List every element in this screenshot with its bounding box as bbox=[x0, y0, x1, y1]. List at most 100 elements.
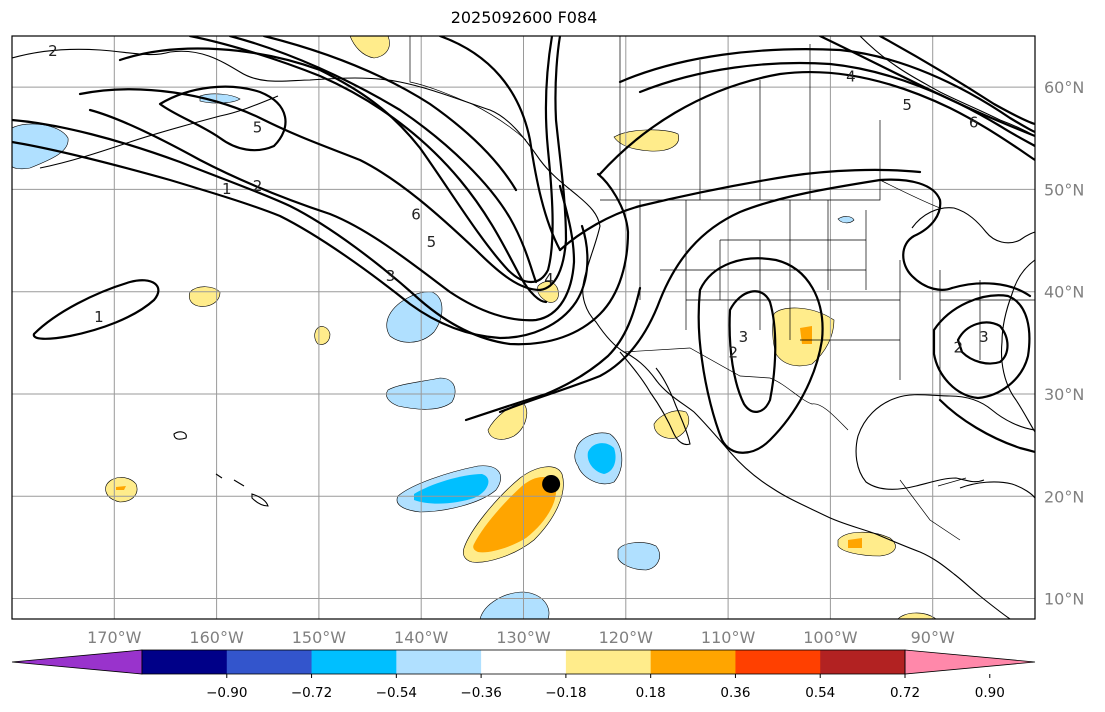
longitude-label: 130°W bbox=[496, 628, 551, 647]
longitude-label: 170°W bbox=[87, 628, 142, 647]
latitude-label: 60°N bbox=[1044, 78, 1084, 97]
colorbar-tick-label: 0.72 bbox=[890, 685, 920, 701]
longitude-label: 160°W bbox=[189, 628, 244, 647]
colorbar-segment bbox=[396, 650, 482, 674]
contour-1-north-east-ring bbox=[598, 71, 1035, 176]
contour-1-great-trough bbox=[498, 178, 954, 414]
contour-label: 6 bbox=[411, 205, 421, 223]
latitude-label: 20°N bbox=[1044, 487, 1084, 506]
contour-label: 5 bbox=[902, 96, 912, 114]
pos-patch-baja bbox=[653, 410, 689, 439]
contour-outer-east-arc bbox=[558, 168, 922, 252]
colorbar-tick-labels: −0.90 −0.72 −0.54 −0.36 −0.18 0.18 0.36 0.54 0.7… bbox=[206, 674, 1005, 701]
latitude-label: 50°N bbox=[1044, 180, 1084, 199]
map-title: 2025092600 F084 bbox=[450, 8, 598, 27]
latitude-label: 40°N bbox=[1044, 283, 1084, 302]
contour-label: 2 bbox=[728, 344, 738, 362]
contour-layer bbox=[12, 36, 1035, 454]
contour-3 bbox=[88, 108, 576, 322]
pos-patch-pacific-3 bbox=[487, 403, 527, 440]
contour-label: 4 bbox=[846, 67, 856, 85]
longitude-label: 120°W bbox=[599, 628, 654, 647]
coastline-gulf-mexico bbox=[855, 394, 1035, 490]
colorbar-segment bbox=[820, 650, 906, 674]
contour-5-ring bbox=[158, 85, 287, 152]
colorbar-extend-low bbox=[11, 649, 143, 675]
neg-patch-pacific-3-inner bbox=[587, 443, 616, 474]
contour-label: 2 bbox=[253, 177, 263, 195]
pos-patch-pacific-5-inner bbox=[116, 486, 126, 490]
contour-label: 5 bbox=[427, 233, 437, 251]
colorbar-segment bbox=[226, 650, 313, 674]
contour-3-southwest bbox=[728, 290, 777, 413]
contour-4 bbox=[78, 36, 568, 292]
border-us-mexico bbox=[623, 347, 849, 431]
contour-2-canada bbox=[638, 61, 1035, 148]
contour-label: 1 bbox=[222, 180, 232, 198]
colorbar-tick-label: −0.90 bbox=[206, 685, 247, 701]
longitude-label: 150°W bbox=[292, 628, 347, 647]
colorbar-frame bbox=[141, 649, 906, 675]
border-canada-provinces bbox=[619, 36, 881, 200]
colorbar-segment bbox=[142, 650, 228, 674]
pos-patch-gulf-alaska-n bbox=[349, 36, 390, 59]
colorbar-segment bbox=[311, 650, 397, 674]
colorbar-tick-label: 0.90 bbox=[975, 685, 1005, 701]
longitude-label: 90°W bbox=[911, 628, 955, 647]
border-us-states bbox=[639, 200, 1035, 400]
latitude-labels: 60°N 50°N 40°N 30°N 20°N 10°N bbox=[1044, 78, 1084, 608]
longitude-label: 140°W bbox=[394, 628, 449, 647]
coastline-baja bbox=[619, 351, 691, 446]
contour-label: 3 bbox=[386, 267, 396, 285]
contour-label: 3 bbox=[979, 328, 989, 346]
pos-patch-texas-inner bbox=[800, 326, 812, 344]
neg-patch-pacific-1 bbox=[386, 291, 443, 343]
colorbar-segment bbox=[481, 650, 567, 674]
longitude-label: 110°W bbox=[701, 628, 756, 647]
contour-4-north-east bbox=[618, 48, 1035, 134]
colorbar-segment bbox=[650, 650, 736, 674]
contour-6-north-east bbox=[878, 36, 1035, 126]
contour-1-north bbox=[12, 118, 630, 346]
contour-label: 2 bbox=[48, 42, 58, 60]
coastline-east bbox=[1000, 259, 1035, 433]
colorbar-tick-label: −0.36 bbox=[460, 685, 501, 701]
contour-2-southwest bbox=[697, 257, 824, 454]
border-alaska-canada bbox=[409, 36, 527, 141]
coastline-north-america bbox=[12, 48, 1011, 619]
graticule bbox=[12, 36, 1035, 619]
neg-patch-canada-small bbox=[837, 216, 855, 224]
coastline-small-island bbox=[173, 431, 187, 440]
coastline-cuba bbox=[959, 481, 1035, 499]
contour-outer-pacific bbox=[188, 36, 548, 304]
colorbar-extend-high bbox=[904, 649, 1036, 675]
contour-label: 6 bbox=[969, 113, 979, 131]
colorbar-tick-label: 0.36 bbox=[720, 685, 750, 701]
colorbar-tick-label: −0.54 bbox=[376, 685, 417, 701]
colorbar-segment bbox=[735, 650, 821, 674]
contour-upper-north bbox=[228, 36, 538, 284]
colorbar-segment bbox=[565, 650, 652, 674]
shaded-anomaly-layer bbox=[12, 36, 937, 619]
latitude-label: 10°N bbox=[1044, 590, 1084, 609]
neg-patch-pacific-5 bbox=[617, 542, 660, 571]
contour-2-east bbox=[932, 294, 1031, 400]
colorbar bbox=[11, 649, 1036, 675]
map-frame bbox=[11, 35, 1036, 620]
colorbar-tick-label: 0.54 bbox=[805, 685, 835, 701]
contour-label: 1 bbox=[94, 308, 104, 326]
contour-5-north-east bbox=[818, 36, 1035, 138]
contour-label: 3 bbox=[739, 328, 749, 346]
longitude-label: 100°W bbox=[803, 628, 858, 647]
border-central-america bbox=[899, 477, 967, 541]
contour-1-east-coast bbox=[938, 282, 1035, 454]
longitude-labels: 170°W 160°W 150°W 140°W 130°W 120°W 110°W 100°W… bbox=[87, 628, 955, 647]
colorbar-tick-label: −0.18 bbox=[545, 685, 586, 701]
contour-main-trough bbox=[438, 36, 562, 252]
location-marker bbox=[542, 474, 561, 493]
contour-label: 4 bbox=[544, 270, 554, 288]
colorbar-tick-label: 0.18 bbox=[636, 685, 666, 701]
